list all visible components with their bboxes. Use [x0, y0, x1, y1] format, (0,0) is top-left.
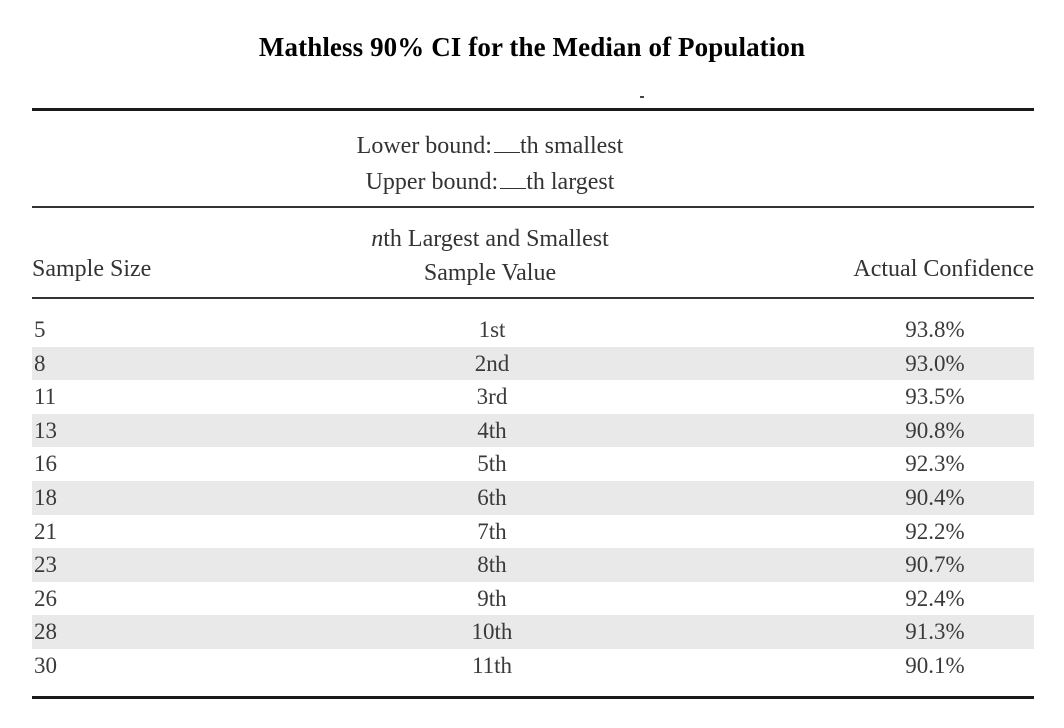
- cell-nth-value: 7th: [477, 518, 507, 544]
- table-row: 18 6th 90.4%: [32, 480, 1034, 515]
- table-row: 8 2nd 93.0%: [32, 346, 1034, 381]
- document-title: Mathless 90% CI for the Median of Popula…: [258, 32, 806, 62]
- cell-confidence: 93.8%: [905, 317, 965, 342]
- cell-confidence: 90.1%: [905, 652, 965, 678]
- cell-nth-value: 11th: [471, 652, 513, 678]
- upper-bound-suffix: th largest: [526, 169, 615, 195]
- cell-sample-size: 13: [34, 417, 57, 443]
- header-nth-line2: Sample Value: [423, 260, 557, 286]
- lower-bound-line: Lower bound: th smallest: [280, 128, 700, 164]
- header-nth-value: nth Largest and Smallest Sample Value: [280, 222, 700, 290]
- cell-sample-size: 23: [34, 552, 57, 578]
- table-row: 11 3rd 93.5%: [32, 380, 1034, 414]
- upper-bound-prefix: Upper bound:: [365, 169, 499, 195]
- cell-sample-size: 5: [34, 317, 46, 342]
- cell-nth-value: 4th: [477, 417, 507, 443]
- table-row: 13 4th 90.8%: [32, 413, 1034, 448]
- cell-sample-size: 30: [34, 652, 57, 678]
- cell-sample-size: 28: [34, 619, 57, 645]
- cell-confidence: 92.2%: [905, 518, 965, 544]
- lower-bound-suffix: th smallest: [519, 133, 624, 159]
- header-actual-confidence: Actual Confidence: [853, 256, 1034, 282]
- cell-confidence: 90.8%: [905, 417, 965, 443]
- table-top-rule: [32, 108, 1034, 111]
- lower-bound-prefix: Lower bound:: [356, 133, 492, 159]
- cell-confidence: 90.4%: [905, 484, 965, 510]
- cell-confidence: 93.0%: [905, 350, 965, 376]
- bounds-note: Lower bound: th smallest Upper bound: th l…: [280, 128, 700, 200]
- upper-bound-line: Upper bound: th largest: [280, 164, 700, 200]
- table-row: 5 1st 93.8%: [32, 313, 1034, 347]
- table-row: 30 11th 90.1%: [32, 649, 1034, 683]
- cell-nth-value: 3rd: [476, 384, 508, 410]
- table-mid-rule: [32, 206, 1034, 208]
- cell-sample-size: 8: [34, 350, 46, 376]
- table-row: 28 10th 91.3%: [32, 615, 1034, 649]
- header-nth-italic: n: [371, 226, 384, 252]
- cell-nth-value: 1st: [478, 317, 506, 342]
- stray-mark: [640, 96, 644, 98]
- cell-nth-value: 8th: [477, 552, 507, 578]
- table-row: 21 7th 92.2%: [32, 515, 1034, 549]
- cell-confidence: 91.3%: [905, 619, 965, 645]
- cell-sample-size: 21: [34, 518, 57, 544]
- cell-nth-value: 5th: [477, 451, 507, 477]
- cell-confidence: 90.7%: [905, 552, 965, 578]
- table-row: 26 9th 92.4%: [32, 582, 1034, 616]
- lower-bound-blank: [493, 134, 520, 153]
- cell-nth-value: 9th: [477, 585, 507, 611]
- cell-confidence: 92.4%: [905, 585, 965, 611]
- cell-nth-value: 6th: [477, 484, 507, 510]
- cell-nth-value: 2nd: [474, 350, 510, 376]
- table-header-rule: [32, 297, 1034, 299]
- table-row: 23 8th 90.7%: [32, 548, 1034, 582]
- table-body: 5 1st 93.8% 8 2nd 93.0% 11 3rd 93.5% 13 …: [32, 313, 1034, 683]
- cell-confidence: 92.3%: [905, 451, 965, 477]
- cell-sample-size: 18: [34, 484, 57, 510]
- cell-sample-size: 26: [34, 585, 57, 611]
- header-nth-line1-rest: th Largest and Smallest: [383, 226, 609, 252]
- cell-confidence: 93.5%: [905, 384, 965, 410]
- table-bottom-rule: [32, 696, 1034, 699]
- cell-sample-size: 11: [34, 384, 57, 410]
- cell-nth-value: 10th: [471, 619, 513, 645]
- header-sample-size: Sample Size: [32, 256, 152, 282]
- upper-bound-blank: [500, 170, 527, 189]
- cell-sample-size: 16: [34, 451, 57, 477]
- table-row: 16 5th 92.3%: [32, 447, 1034, 481]
- header-nth-line1: nth Largest and Smallest: [280, 222, 700, 256]
